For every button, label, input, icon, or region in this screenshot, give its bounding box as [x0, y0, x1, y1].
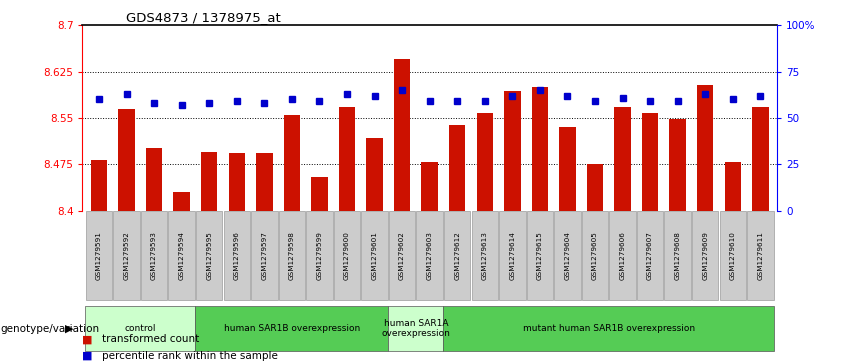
- FancyBboxPatch shape: [499, 211, 525, 301]
- FancyBboxPatch shape: [224, 211, 250, 301]
- Bar: [669, 119, 686, 211]
- Text: GSM1279597: GSM1279597: [261, 232, 267, 280]
- Bar: [531, 87, 549, 211]
- FancyBboxPatch shape: [637, 211, 663, 301]
- FancyBboxPatch shape: [86, 211, 112, 301]
- Text: GSM1279604: GSM1279604: [564, 232, 570, 280]
- FancyBboxPatch shape: [389, 211, 415, 301]
- FancyBboxPatch shape: [334, 211, 360, 301]
- Bar: [339, 107, 355, 211]
- FancyBboxPatch shape: [306, 211, 332, 301]
- Text: transformed count: transformed count: [102, 334, 199, 344]
- Text: GSM1279600: GSM1279600: [344, 232, 350, 280]
- Bar: [477, 113, 493, 211]
- Bar: [311, 177, 328, 211]
- FancyBboxPatch shape: [471, 211, 498, 301]
- Bar: [366, 138, 383, 211]
- Text: GSM1279601: GSM1279601: [372, 232, 378, 280]
- FancyBboxPatch shape: [609, 211, 635, 301]
- FancyBboxPatch shape: [361, 211, 388, 301]
- Bar: [587, 164, 603, 211]
- Text: human SAR1A
overexpression: human SAR1A overexpression: [381, 319, 450, 338]
- Bar: [228, 152, 245, 211]
- Text: GSM1279602: GSM1279602: [399, 232, 405, 280]
- Text: GSM1279595: GSM1279595: [207, 232, 212, 280]
- Text: genotype/variation: genotype/variation: [0, 323, 99, 334]
- Bar: [174, 192, 190, 211]
- Bar: [256, 153, 273, 211]
- FancyBboxPatch shape: [168, 211, 195, 301]
- FancyBboxPatch shape: [444, 211, 470, 301]
- Text: GSM1279610: GSM1279610: [730, 232, 736, 280]
- FancyBboxPatch shape: [664, 211, 691, 301]
- FancyBboxPatch shape: [692, 211, 719, 301]
- Text: GSM1279593: GSM1279593: [151, 232, 157, 280]
- Text: GSM1279591: GSM1279591: [96, 232, 102, 280]
- Bar: [91, 160, 108, 211]
- Text: ■: ■: [82, 351, 93, 361]
- Bar: [615, 107, 631, 211]
- Text: GSM1279609: GSM1279609: [702, 232, 708, 280]
- Text: GDS4873 / 1378975_at: GDS4873 / 1378975_at: [126, 11, 280, 24]
- Text: percentile rank within the sample: percentile rank within the sample: [102, 351, 278, 361]
- FancyBboxPatch shape: [141, 211, 168, 301]
- Text: GSM1279598: GSM1279598: [289, 232, 295, 280]
- Text: GSM1279603: GSM1279603: [427, 232, 432, 280]
- Text: GSM1279594: GSM1279594: [179, 232, 185, 280]
- Text: mutant human SAR1B overexpression: mutant human SAR1B overexpression: [523, 324, 694, 333]
- Text: control: control: [125, 324, 156, 333]
- FancyBboxPatch shape: [720, 211, 746, 301]
- Text: GSM1279599: GSM1279599: [317, 232, 322, 280]
- Text: GSM1279596: GSM1279596: [233, 232, 240, 280]
- FancyBboxPatch shape: [114, 211, 140, 301]
- FancyBboxPatch shape: [196, 211, 222, 301]
- Bar: [394, 59, 411, 211]
- Text: GSM1279605: GSM1279605: [592, 232, 598, 280]
- Text: GSM1279606: GSM1279606: [620, 232, 626, 280]
- Bar: [421, 162, 438, 211]
- Text: human SAR1B overexpression: human SAR1B overexpression: [224, 324, 360, 333]
- FancyBboxPatch shape: [279, 211, 306, 301]
- Text: GSM1279608: GSM1279608: [674, 232, 681, 280]
- Bar: [641, 113, 658, 211]
- FancyBboxPatch shape: [444, 306, 774, 351]
- Bar: [559, 127, 575, 211]
- Text: GSM1279612: GSM1279612: [454, 232, 460, 280]
- FancyBboxPatch shape: [195, 306, 388, 351]
- Bar: [504, 91, 521, 211]
- FancyBboxPatch shape: [527, 211, 553, 301]
- Text: ▶: ▶: [65, 323, 74, 334]
- Bar: [201, 152, 218, 211]
- Text: GSM1279611: GSM1279611: [757, 232, 763, 280]
- Bar: [752, 107, 768, 211]
- FancyBboxPatch shape: [388, 306, 444, 351]
- Text: GSM1279613: GSM1279613: [482, 232, 488, 280]
- Text: GSM1279614: GSM1279614: [510, 232, 516, 280]
- FancyBboxPatch shape: [417, 211, 443, 301]
- FancyBboxPatch shape: [747, 211, 773, 301]
- Text: GSM1279592: GSM1279592: [123, 232, 129, 280]
- Bar: [449, 125, 465, 211]
- Bar: [697, 85, 713, 211]
- Text: GSM1279607: GSM1279607: [648, 232, 653, 280]
- Bar: [146, 148, 162, 211]
- Text: ■: ■: [82, 334, 93, 344]
- Bar: [118, 109, 135, 211]
- FancyBboxPatch shape: [85, 306, 195, 351]
- Text: GSM1279615: GSM1279615: [537, 232, 542, 280]
- FancyBboxPatch shape: [251, 211, 278, 301]
- Bar: [725, 162, 741, 211]
- Bar: [284, 115, 300, 211]
- FancyBboxPatch shape: [582, 211, 608, 301]
- FancyBboxPatch shape: [554, 211, 581, 301]
